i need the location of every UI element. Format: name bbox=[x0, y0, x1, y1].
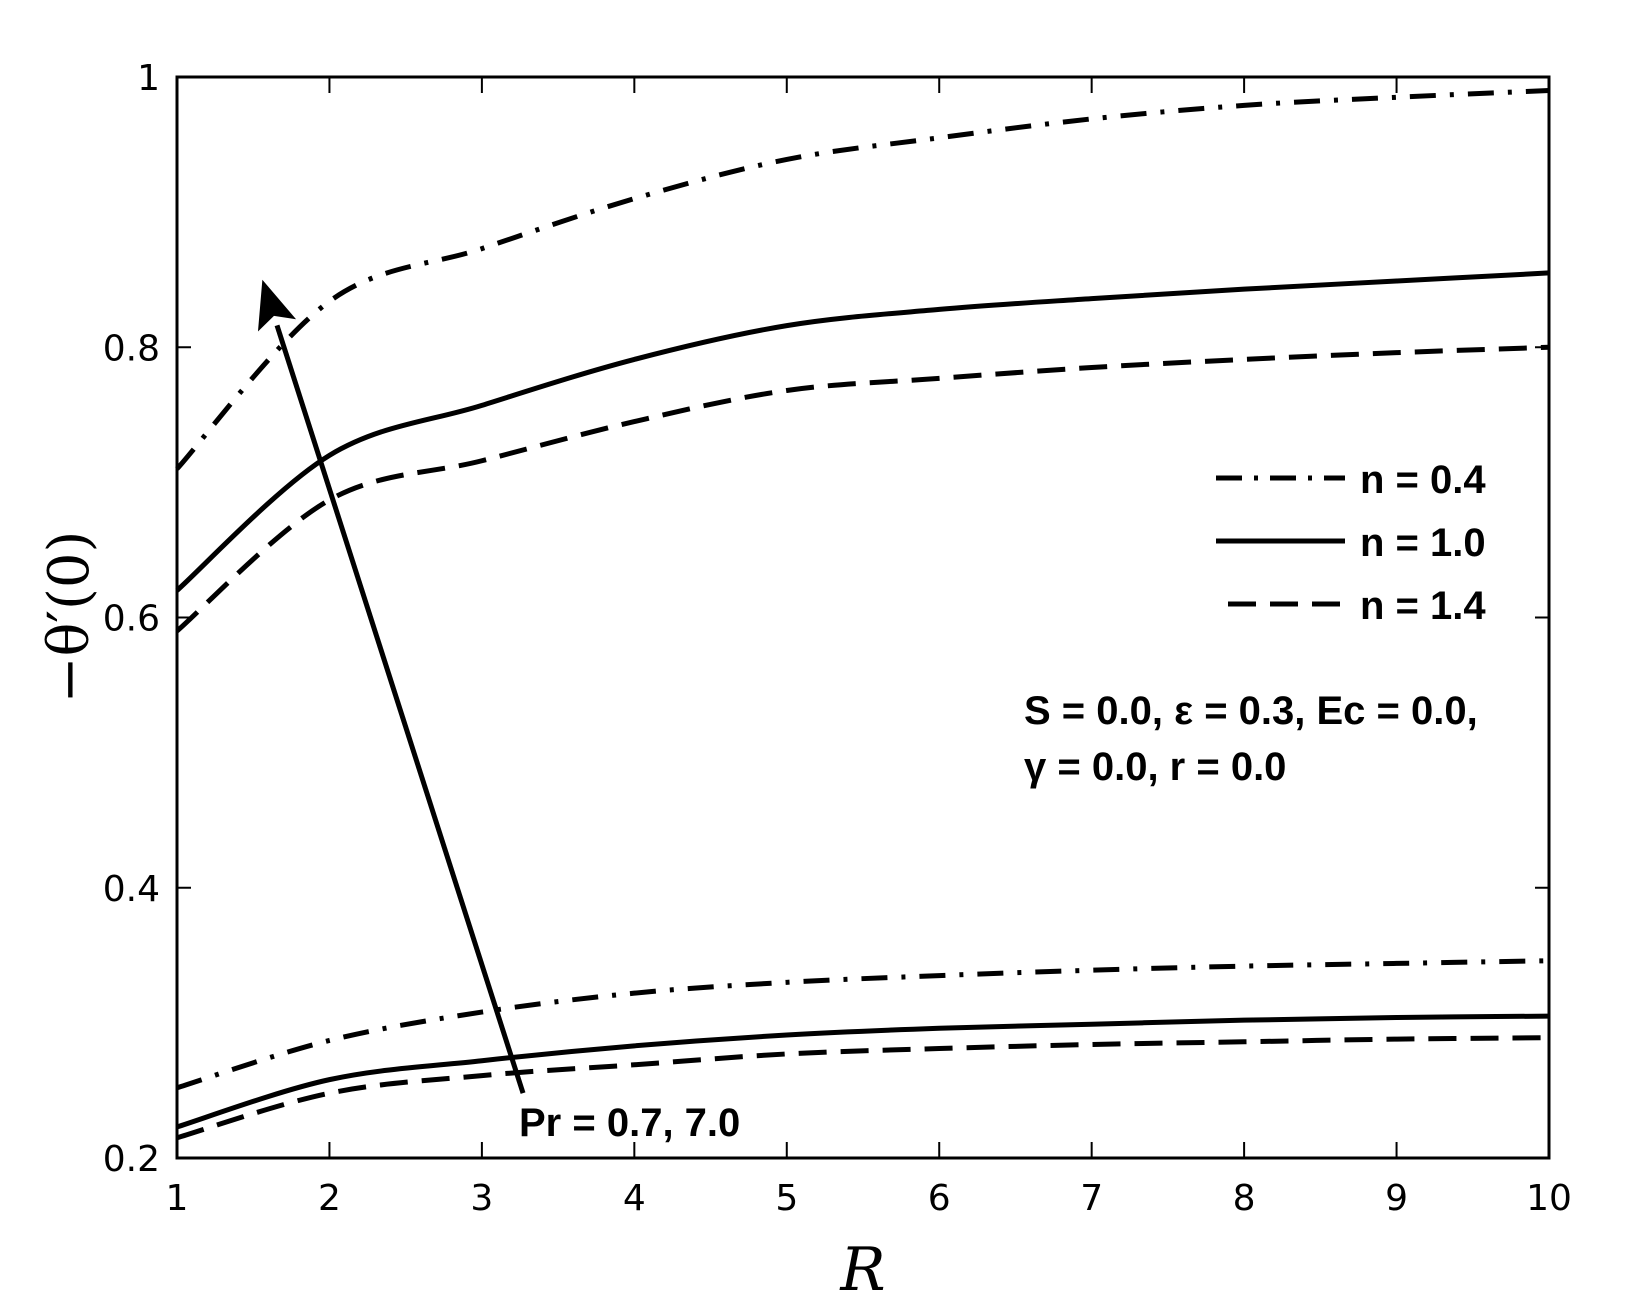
series-line-solid-pr07 bbox=[176, 1013, 1550, 1130]
axis-ticks bbox=[176, 76, 1550, 1159]
y-tick-label: 0.2 bbox=[103, 1139, 160, 1180]
y-tick-label: 1 bbox=[137, 58, 160, 99]
series-lines bbox=[175, 88, 1550, 1141]
params-line-2: γ = 0.0, r = 0.0 bbox=[1024, 745, 1286, 789]
x-tick-label: 3 bbox=[470, 1178, 493, 1219]
series-line-dash-dot-pr07 bbox=[176, 958, 1550, 1091]
x-tick-label: 10 bbox=[1526, 1178, 1572, 1219]
y-tick-label: 0.8 bbox=[103, 328, 160, 369]
x-tick-label: 7 bbox=[1080, 1178, 1103, 1219]
plot-frame bbox=[175, 75, 1551, 1160]
y-tick-label: 0.6 bbox=[103, 599, 160, 640]
x-tick-label: 4 bbox=[623, 1178, 646, 1219]
params-line-1: S = 0.0, ε = 0.3, Ec = 0.0, bbox=[1024, 689, 1478, 733]
pr-arrow bbox=[257, 279, 526, 1094]
y-tick-labels: 0.2 0.4 0.6 0.8 1 bbox=[103, 58, 160, 1180]
x-tick-label: 5 bbox=[775, 1178, 798, 1219]
x-tick-label: 1 bbox=[166, 1178, 189, 1219]
pr-annotation: Pr = 0.7, 7.0 bbox=[519, 1101, 740, 1145]
legend-item-n04: n = 0.4 bbox=[1216, 458, 1486, 502]
series-line-dashed-pr7 bbox=[175, 344, 1550, 633]
x-tick-label: 8 bbox=[1233, 1178, 1256, 1219]
x-tick-labels: 1 2 3 4 5 6 7 8 9 10 bbox=[166, 1178, 1572, 1219]
arrow-shaft bbox=[274, 324, 526, 1094]
x-tick-label: 6 bbox=[928, 1178, 951, 1219]
series-line-dash-dot-pr7 bbox=[175, 88, 1550, 471]
x-tick-label: 9 bbox=[1385, 1178, 1408, 1219]
legend-item-n14: n = 1.4 bbox=[1228, 584, 1486, 628]
legend-label: n = 1.4 bbox=[1360, 584, 1486, 628]
y-axis-label: −θ′(0) bbox=[37, 531, 102, 704]
y-tick-label: 0.4 bbox=[103, 869, 160, 910]
x-axis-label: R bbox=[839, 1235, 885, 1305]
series-line-dashed-pr07 bbox=[176, 1035, 1550, 1141]
legend-item-n10: n = 1.0 bbox=[1216, 521, 1486, 565]
series-line-solid-pr7 bbox=[175, 270, 1550, 593]
legend: n = 0.4 n = 1.0 n = 1.4 bbox=[1216, 458, 1486, 628]
legend-label: n = 1.0 bbox=[1360, 521, 1486, 565]
x-tick-label: 2 bbox=[318, 1178, 341, 1219]
legend-label: n = 0.4 bbox=[1360, 458, 1486, 502]
arrow-head-icon bbox=[257, 279, 297, 332]
